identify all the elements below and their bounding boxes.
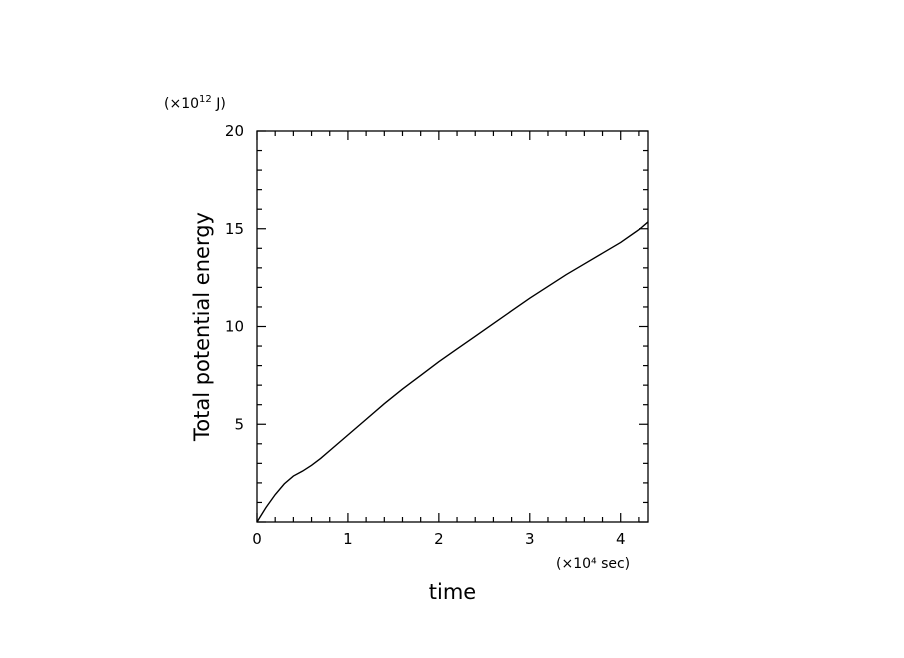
x-axis-unit: (×10⁴ sec) [556, 556, 630, 572]
x-tick-label: 0 [252, 530, 262, 548]
y-tick-label: 15 [225, 220, 244, 238]
x-axis-title: time [429, 580, 476, 604]
y-ticks: 5 10 15 20 [225, 122, 648, 523]
plot-frame [256, 130, 649, 523]
series-line [256, 221, 649, 523]
x-tick-label: 2 [434, 530, 444, 548]
x-tick-label: 4 [616, 530, 626, 548]
y-axis-title: Total potential energy [190, 212, 214, 442]
y-tick-label: 5 [234, 415, 244, 433]
y-tick-label: 10 [225, 318, 244, 336]
x-tick-label: 1 [343, 530, 353, 548]
x-ticks: 0 1 2 3 4 [252, 131, 640, 548]
y-tick-label: 20 [225, 122, 244, 140]
x-tick-label: 3 [525, 530, 535, 548]
y-axis-unit: (×1012 J) [164, 94, 226, 112]
